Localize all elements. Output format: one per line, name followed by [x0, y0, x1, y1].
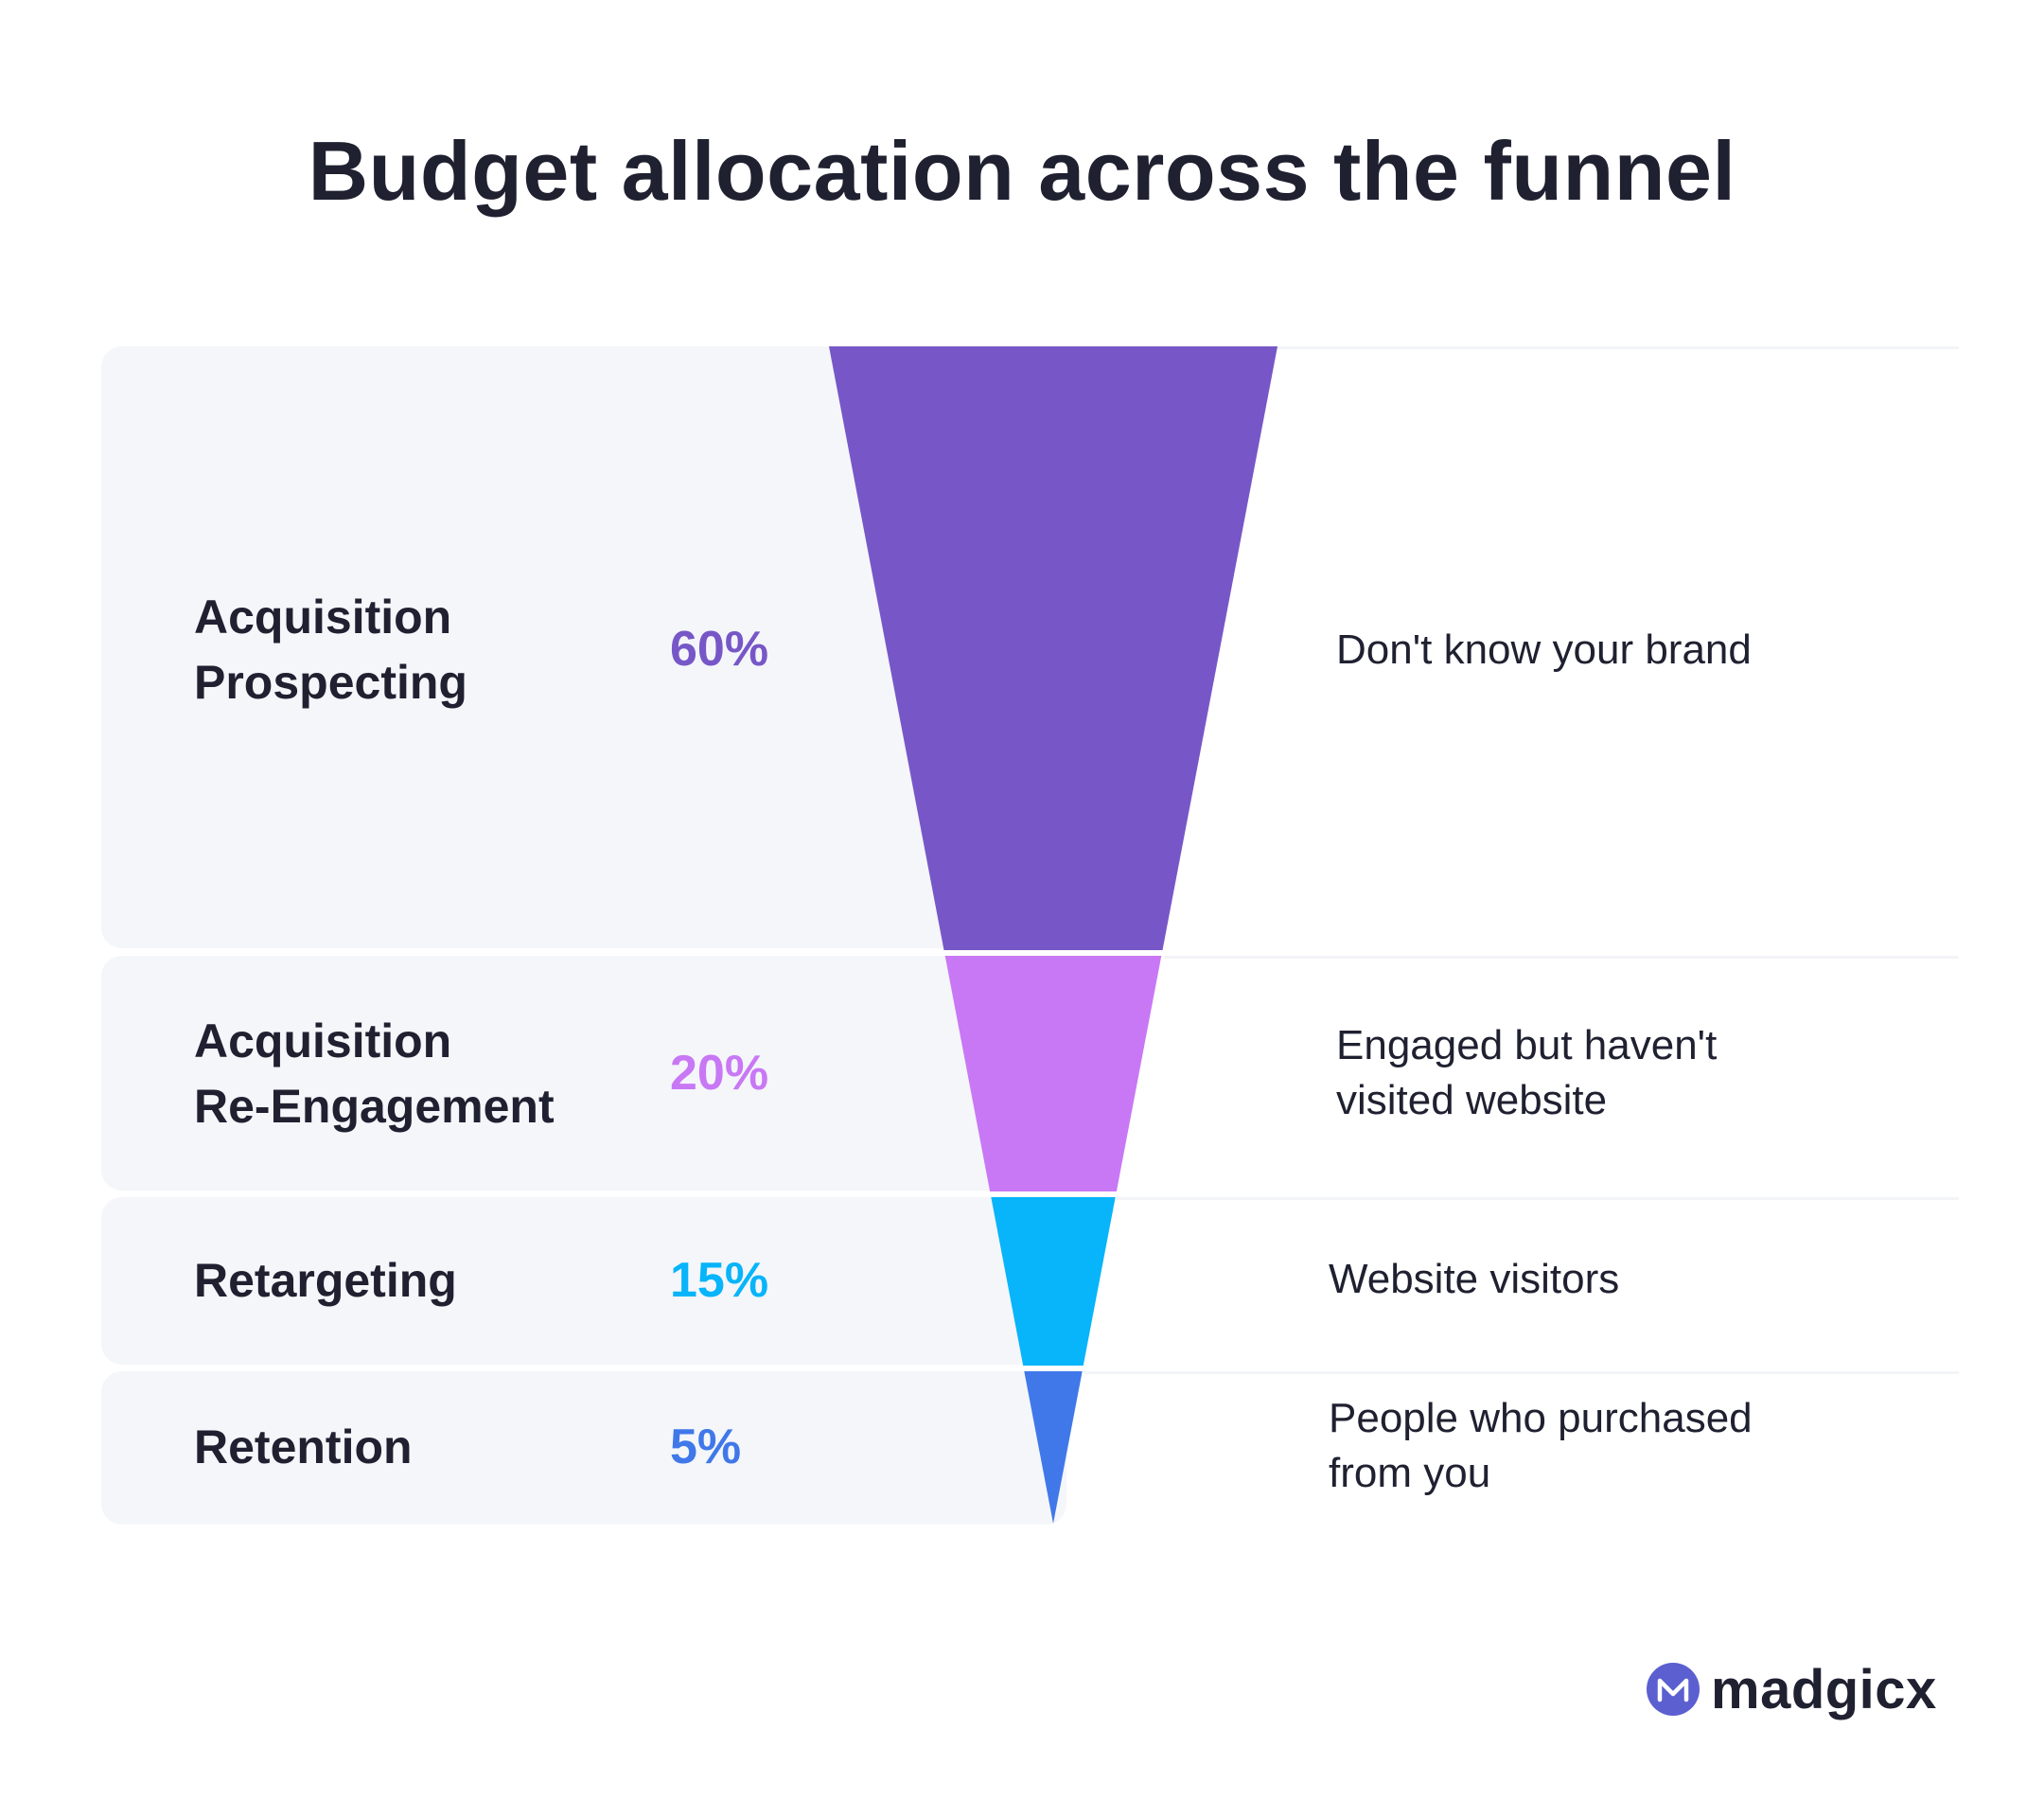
stage-desc-retargeting: Website visitors — [1329, 1252, 1859, 1307]
stage-desc-line2: visited website — [1336, 1077, 1608, 1123]
stage-label-line1: Acquisition — [194, 1014, 452, 1067]
madgicx-logo-icon — [1647, 1663, 1700, 1716]
funnel-segment-retargeting — [991, 1197, 1116, 1366]
stage-desc-line2: from you — [1329, 1450, 1491, 1496]
stage-desc-line1: Engaged but haven't — [1336, 1022, 1718, 1068]
stage-panel-re-engagement — [101, 956, 1066, 1191]
stage-desc-line1: People who purchased — [1329, 1395, 1753, 1441]
stage-percent-prospecting: 60% — [670, 622, 769, 677]
stage-label-retention: Retention — [194, 1415, 413, 1480]
funnel-segment-retention — [1024, 1371, 1083, 1524]
stage-label-re-engagement: Acquisition Re-Engagement — [194, 1009, 555, 1139]
chart-title: Budget allocation across the funnel — [308, 124, 1736, 218]
madgicx-logo: madgicx — [1647, 1656, 1937, 1722]
stage-desc-line1: Website visitors — [1329, 1256, 1620, 1302]
stage-label-line1: Acquisition — [194, 591, 452, 644]
stage-label-line1: Retention — [194, 1420, 413, 1473]
separator-line — [1268, 346, 1959, 349]
funnel-segment-prospecting — [829, 346, 1278, 950]
stage-label-retargeting: Retargeting — [194, 1248, 457, 1314]
stage-percent-re-engagement: 20% — [670, 1046, 769, 1101]
stage-label-line1: Retargeting — [194, 1254, 457, 1307]
stage-label-line2: Prospecting — [194, 656, 467, 709]
stage-panel-retention — [101, 1371, 1066, 1525]
madgicx-logo-text: madgicx — [1711, 1658, 1937, 1720]
stage-desc-re-engagement: Engaged but haven't visited website — [1336, 1018, 1866, 1128]
stage-panel-retargeting — [101, 1197, 1066, 1365]
stage-percent-retargeting: 15% — [670, 1253, 769, 1308]
stage-percent-retention: 5% — [670, 1420, 742, 1474]
separator-line — [1164, 956, 1959, 959]
funnel-segment-re-engagement — [944, 956, 1162, 1191]
stage-desc-line1: Don't know your brand — [1336, 626, 1752, 673]
stage-desc-retention: People who purchased from you — [1329, 1391, 1859, 1501]
stage-label-prospecting: Acquisition Prospecting — [194, 585, 467, 715]
stage-desc-prospecting: Don't know your brand — [1336, 623, 1866, 678]
stage-label-line2: Re-Engagement — [194, 1080, 555, 1133]
separator-line — [1117, 1197, 1959, 1200]
separator-line — [1084, 1371, 1959, 1374]
